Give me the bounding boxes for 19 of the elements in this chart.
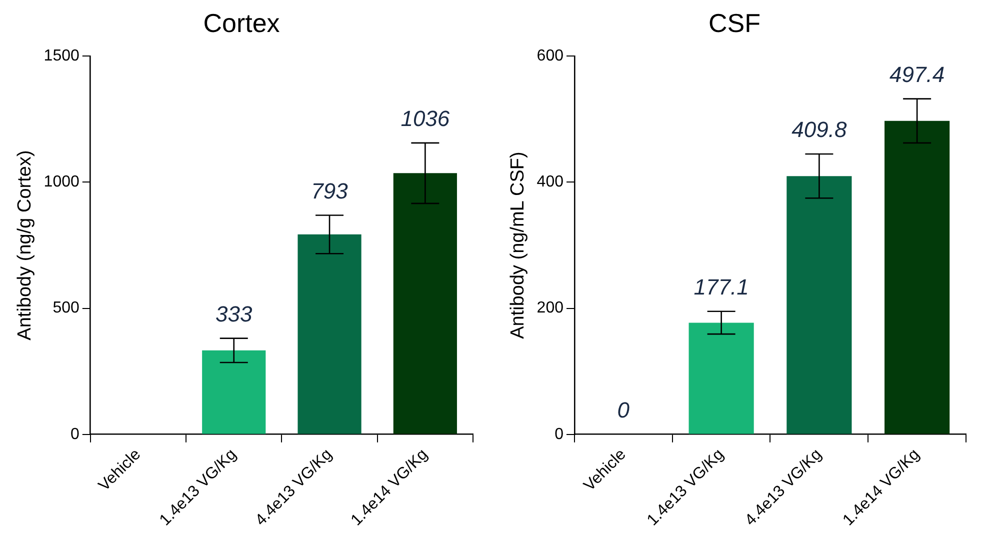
- y-tick-label: 1000: [44, 174, 80, 191]
- data-label: 497.4: [890, 62, 945, 87]
- chart-title: Cortex: [203, 8, 280, 38]
- y-axis-title: Antibody (ng/g Cortex): [14, 150, 36, 340]
- data-label: 333: [216, 301, 253, 326]
- data-label: 0: [617, 397, 630, 422]
- y-tick-label: 1500: [44, 48, 80, 65]
- data-label: 1036: [400, 106, 450, 132]
- chart-title: CSF: [708, 8, 760, 38]
- y-axis-title: Antibody (ng/mL CSF): [508, 152, 529, 339]
- y-tick-label: 200: [536, 300, 564, 317]
- y-tick-label: 0: [554, 426, 564, 443]
- y-tick-label: 400: [536, 174, 564, 191]
- data-label: 177.1: [694, 274, 749, 300]
- data-label: 409.8: [792, 117, 848, 142]
- data-label: 793: [311, 178, 349, 204]
- y-tick-label: 600: [536, 48, 564, 65]
- y-tick-label: 500: [52, 300, 80, 317]
- y-tick-label: 0: [70, 426, 80, 443]
